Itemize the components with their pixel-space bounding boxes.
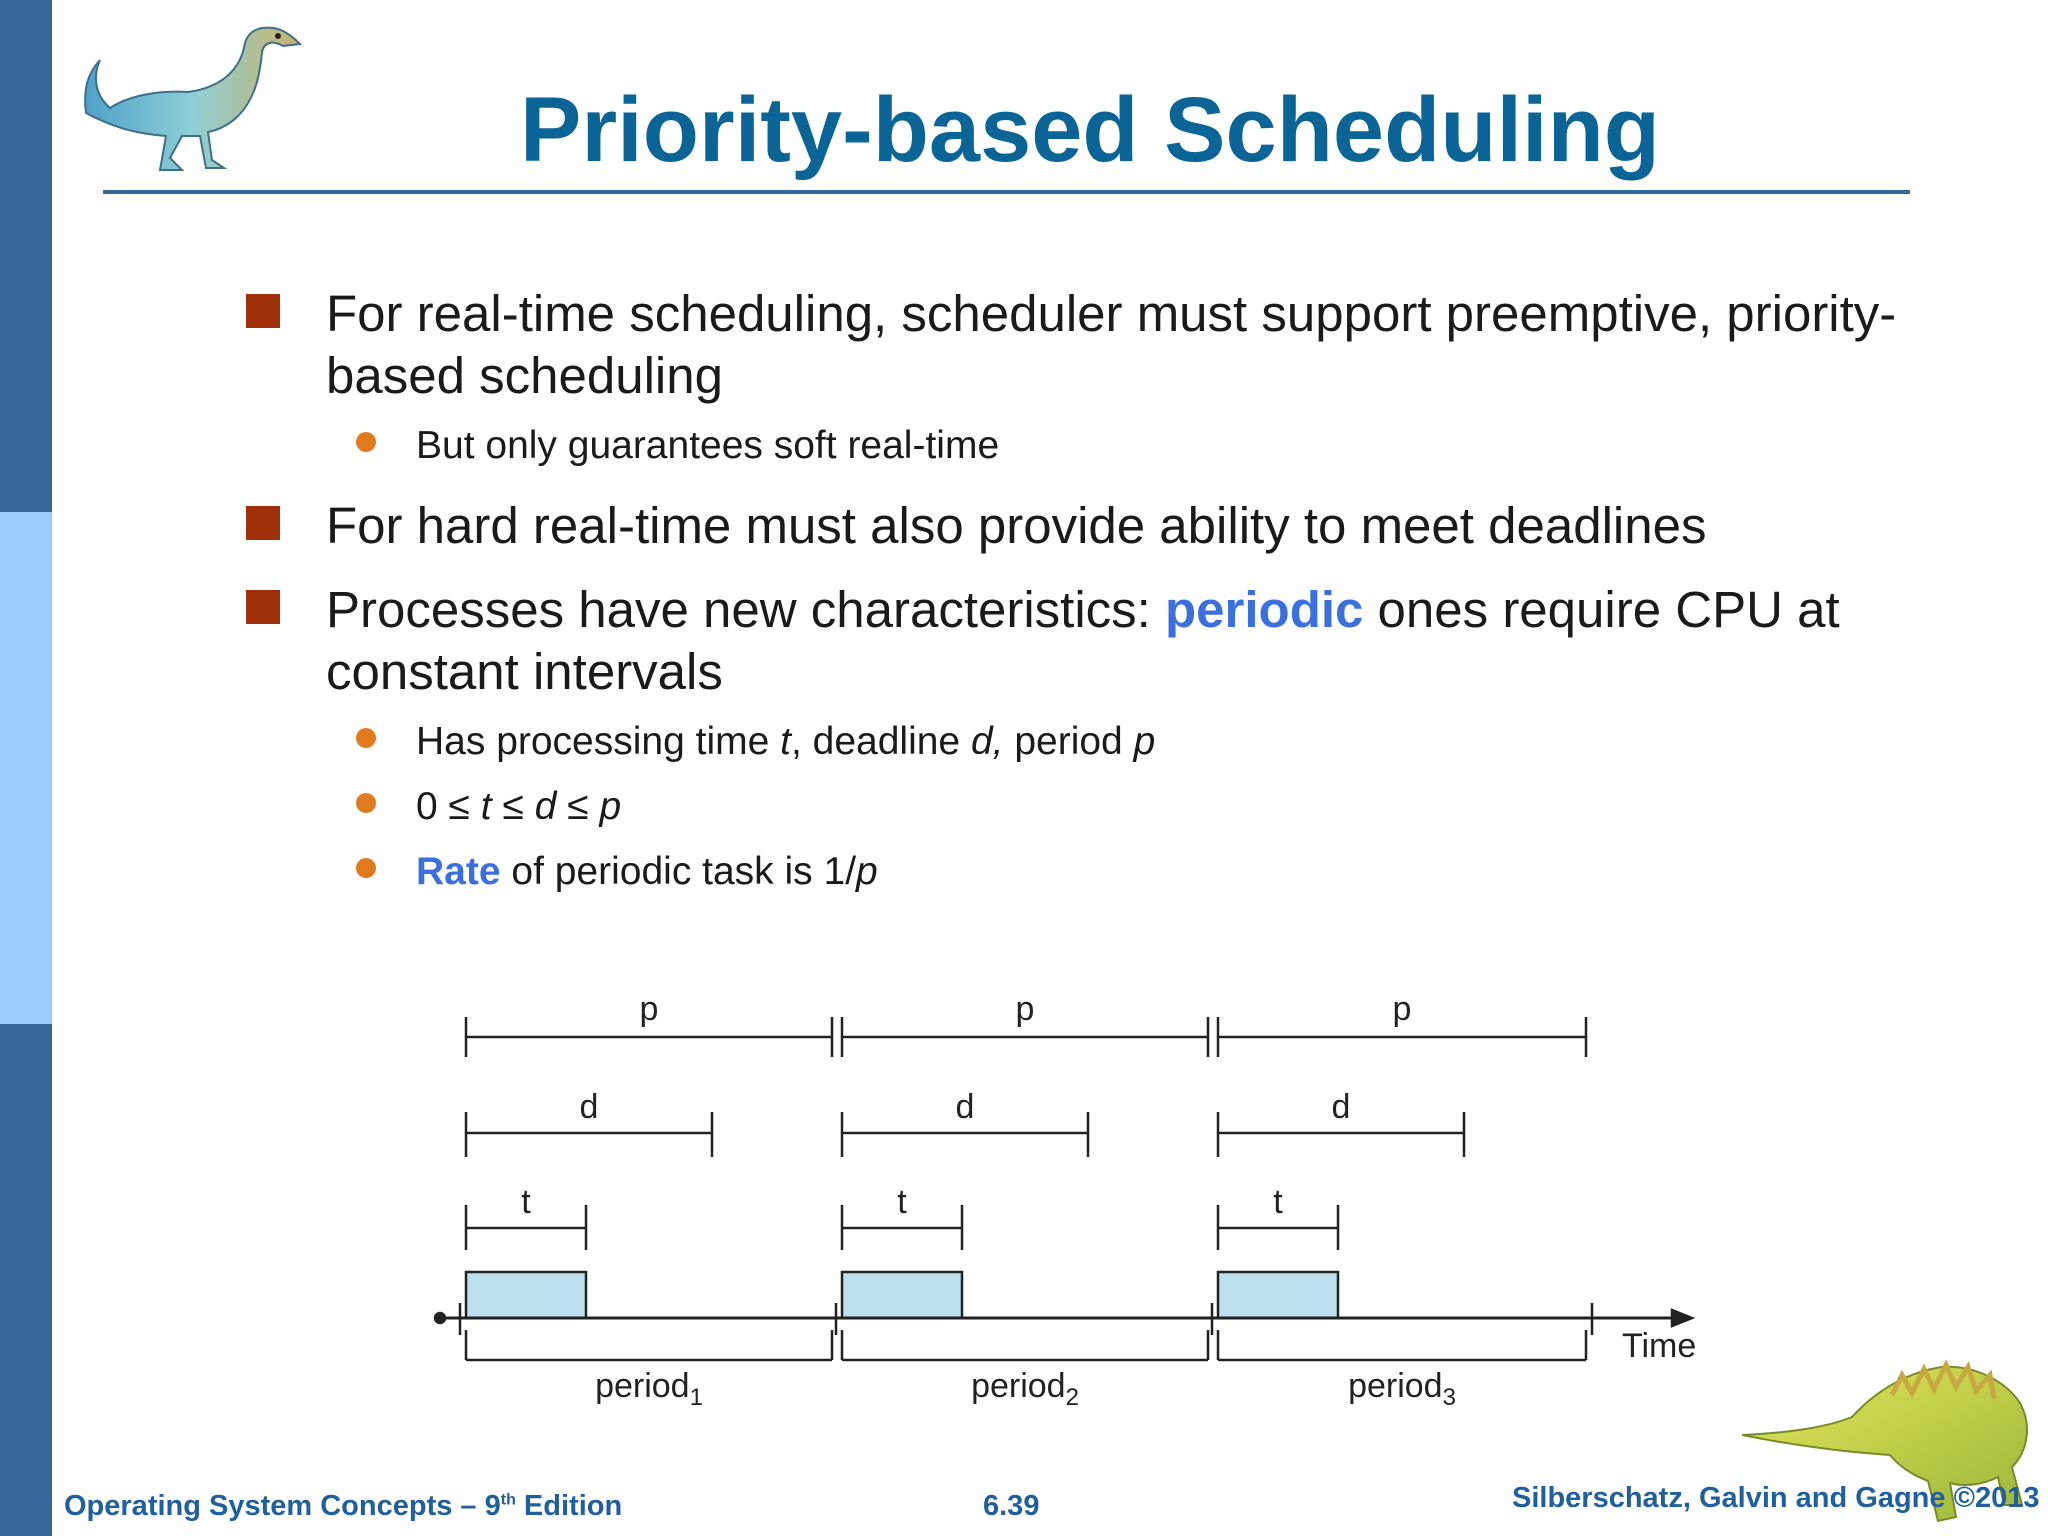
left-sidebar-bar <box>0 0 52 1536</box>
p-label-3: p <box>1393 990 1412 1028</box>
deadline-d-brackets <box>464 1112 1466 1157</box>
round-bullet-icon <box>356 728 376 748</box>
period-label-3: period3 <box>1348 1367 1456 1411</box>
slide-title: Priority-based Scheduling <box>520 79 1660 181</box>
bullet-1-text: For real-time scheduling, scheduler must… <box>326 283 1926 407</box>
time-axis-label: Time <box>1622 1327 1696 1365</box>
t-label-3: t <box>1273 1183 1283 1221</box>
d-label-3: d <box>1332 1088 1351 1126</box>
bullet-1-sub-1: But only guarantees soft real-time <box>416 424 1000 467</box>
square-bullet-icon <box>246 590 280 624</box>
period-p-brackets <box>464 1017 1588 1057</box>
footer-page-number: 6.39 <box>983 1490 1040 1522</box>
round-bullet-icon <box>356 793 376 813</box>
bullet-1-line-1: For real-time scheduling, scheduler must… <box>326 285 1897 342</box>
square-bullet-icon <box>246 294 280 328</box>
p-label-2: p <box>1016 990 1035 1028</box>
time-axis <box>433 1303 1696 1335</box>
d-label-1: d <box>580 1088 599 1126</box>
cpu-burst-2 <box>840 1270 964 1320</box>
cpu-burst-3 <box>1216 1270 1340 1320</box>
periodic-term: periodic <box>1165 581 1364 638</box>
footer-authors: Silberschatz, Galvin and Gagne ©2013 <box>1512 1482 2040 1514</box>
cpu-burst-1 <box>464 1270 588 1320</box>
t-label-1: t <box>521 1183 531 1221</box>
bullet-3-sub-1: Has processing time t, deadline d, perio… <box>416 720 1156 763</box>
bullet-3-line-2: constant intervals <box>326 643 723 700</box>
bullet-1-line-2: based scheduling <box>326 347 723 404</box>
p-label-1: p <box>640 990 659 1028</box>
bullet-3-sub-2: 0 ≤ t ≤ d ≤ p <box>416 785 622 828</box>
rate-term: Rate <box>416 850 501 893</box>
round-bullet-icon <box>356 858 376 878</box>
t-label-2: t <box>897 1183 907 1221</box>
sidebar-segment-top <box>0 0 52 512</box>
period-brackets-bottom <box>464 1330 1588 1362</box>
square-bullet-icon <box>246 506 280 540</box>
d-label-2: d <box>956 1088 975 1126</box>
title-divider <box>103 190 1910 194</box>
periodic-task-timeline-diagram: p p p d d d t t t Time period1 period2 p… <box>433 990 1696 1411</box>
bullet-2-text: For hard real-time must also provide abi… <box>326 497 1707 554</box>
period-label-1: period1 <box>595 1367 703 1411</box>
dinosaur-illustration-icon <box>84 26 303 171</box>
bullet-3-text: Processes have new characteristics: peri… <box>326 581 1840 700</box>
round-bullet-icon <box>356 432 376 452</box>
period-label-2: period2 <box>971 1367 1079 1411</box>
sidebar-segment-bottom <box>0 1024 52 1536</box>
bullet-3-sub-3: Rate of periodic task is 1/p <box>416 850 878 893</box>
dinosaur-illustration-icon <box>1742 1359 2028 1523</box>
footer-book-title: Operating System Concepts – 9th Edition <box>64 1490 623 1522</box>
sidebar-segment-middle <box>0 512 52 1024</box>
processing-time-t-brackets <box>464 1205 1340 1250</box>
